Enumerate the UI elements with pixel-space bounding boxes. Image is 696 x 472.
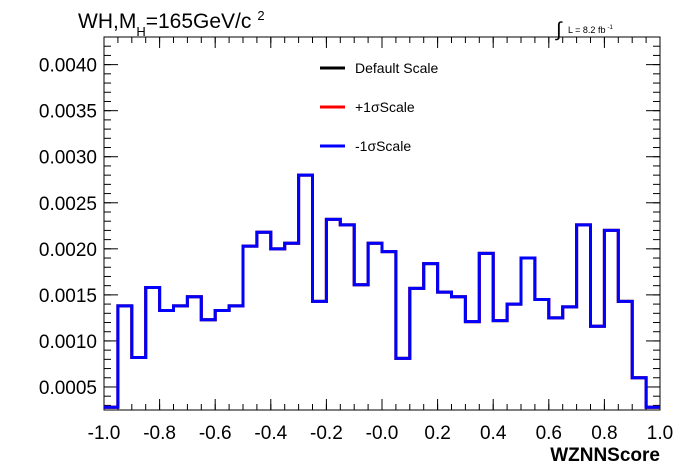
x-tick-label: -0.4 <box>254 423 287 444</box>
luminosity-label: ∫ L = 8.2 fb -1 <box>555 19 613 41</box>
y-tick-label: 0.0015 <box>39 286 97 307</box>
chart-title-prefix: WH,M <box>78 10 136 33</box>
chart-title-superscript: 2 <box>257 8 264 23</box>
x-tick-label: 0.2 <box>424 423 450 444</box>
x-tick-label: 0.6 <box>536 423 562 444</box>
x-axis-title: WZNNScore <box>550 445 660 466</box>
y-tick-label: 0.0040 <box>39 56 97 77</box>
legend-label: +1σScale <box>355 99 415 115</box>
y-axis: 0.0005 0.0010 0.0015 0.0020 0.0025 0.0030 0.00… <box>39 36 660 406</box>
histogram-series-3 <box>104 173 660 409</box>
x-tick-label: -1.0 <box>88 423 121 444</box>
series-layer <box>104 173 660 409</box>
x-tick-label: -0.2 <box>310 423 343 444</box>
x-tick-label: -0.8 <box>143 423 176 444</box>
chart-title: WH,MH=165GeV/c 2 <box>78 8 265 39</box>
y-tick-label: 0.0030 <box>39 148 97 169</box>
y-tick-label: 0.0010 <box>39 332 97 353</box>
x-tick-label: -0.0 <box>366 423 399 444</box>
lumi-superscript: -1 <box>607 25 613 31</box>
lumi-integral-symbol: ∫ <box>555 19 563 41</box>
x-tick-label: -0.6 <box>199 423 232 444</box>
y-tick-label: 0.0020 <box>39 240 97 261</box>
y-tick-label: 0.0005 <box>39 378 97 399</box>
x-tick-label: 0.4 <box>480 423 507 444</box>
lumi-text: L = 8.2 fb -1 <box>568 25 613 35</box>
lumi-value: L = 8.2 fb <box>568 25 605 35</box>
legend-label: Default Scale <box>355 60 438 76</box>
y-tick-label: 0.0025 <box>39 194 97 215</box>
chart-title-mass: =165GeV/c <box>146 10 252 33</box>
y-tick-label: 0.0035 <box>39 102 97 123</box>
x-tick-label: 0.8 <box>591 423 617 444</box>
x-axis: -1.0 -0.8 -0.6 -0.4 -0.2 -0.0 0.2 0.4 0.6 0.8 1.0 <box>88 37 673 444</box>
x-tick-label: 1.0 <box>647 423 673 444</box>
chart-title-subscript: H <box>136 24 145 39</box>
legend-label: -1σScale <box>355 138 411 154</box>
legend: Default Scale +1σScale -1σScale <box>320 60 438 154</box>
